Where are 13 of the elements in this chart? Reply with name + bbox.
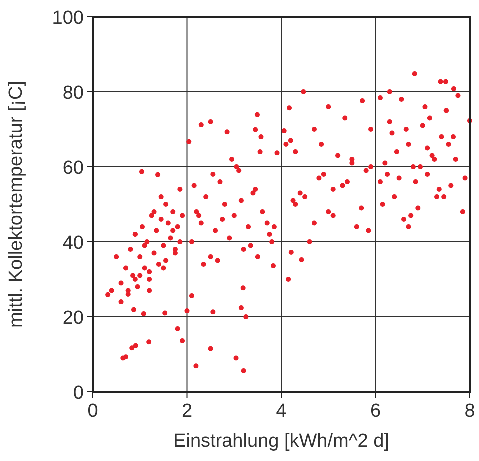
x-tick-label: 2 — [182, 401, 193, 422]
y-tick-label: 60 — [62, 158, 84, 179]
y-axis-title: mittl. Kollektortemperatur [¡C] — [6, 80, 27, 328]
x-axis-title: Einstrahlung [kWh/m^2 d] — [174, 431, 390, 452]
x-tick-label: 8 — [464, 401, 476, 422]
x-tick-label: 6 — [370, 401, 382, 422]
x-tick-label: 4 — [276, 401, 288, 422]
y-tick-label: 20 — [62, 308, 84, 329]
y-tick-label: 40 — [62, 233, 84, 254]
y-tick-label: 80 — [62, 83, 84, 104]
y-tick-label: 0 — [73, 383, 84, 404]
y-tick-label: 100 — [52, 8, 84, 29]
x-tick-label: 0 — [88, 401, 98, 422]
